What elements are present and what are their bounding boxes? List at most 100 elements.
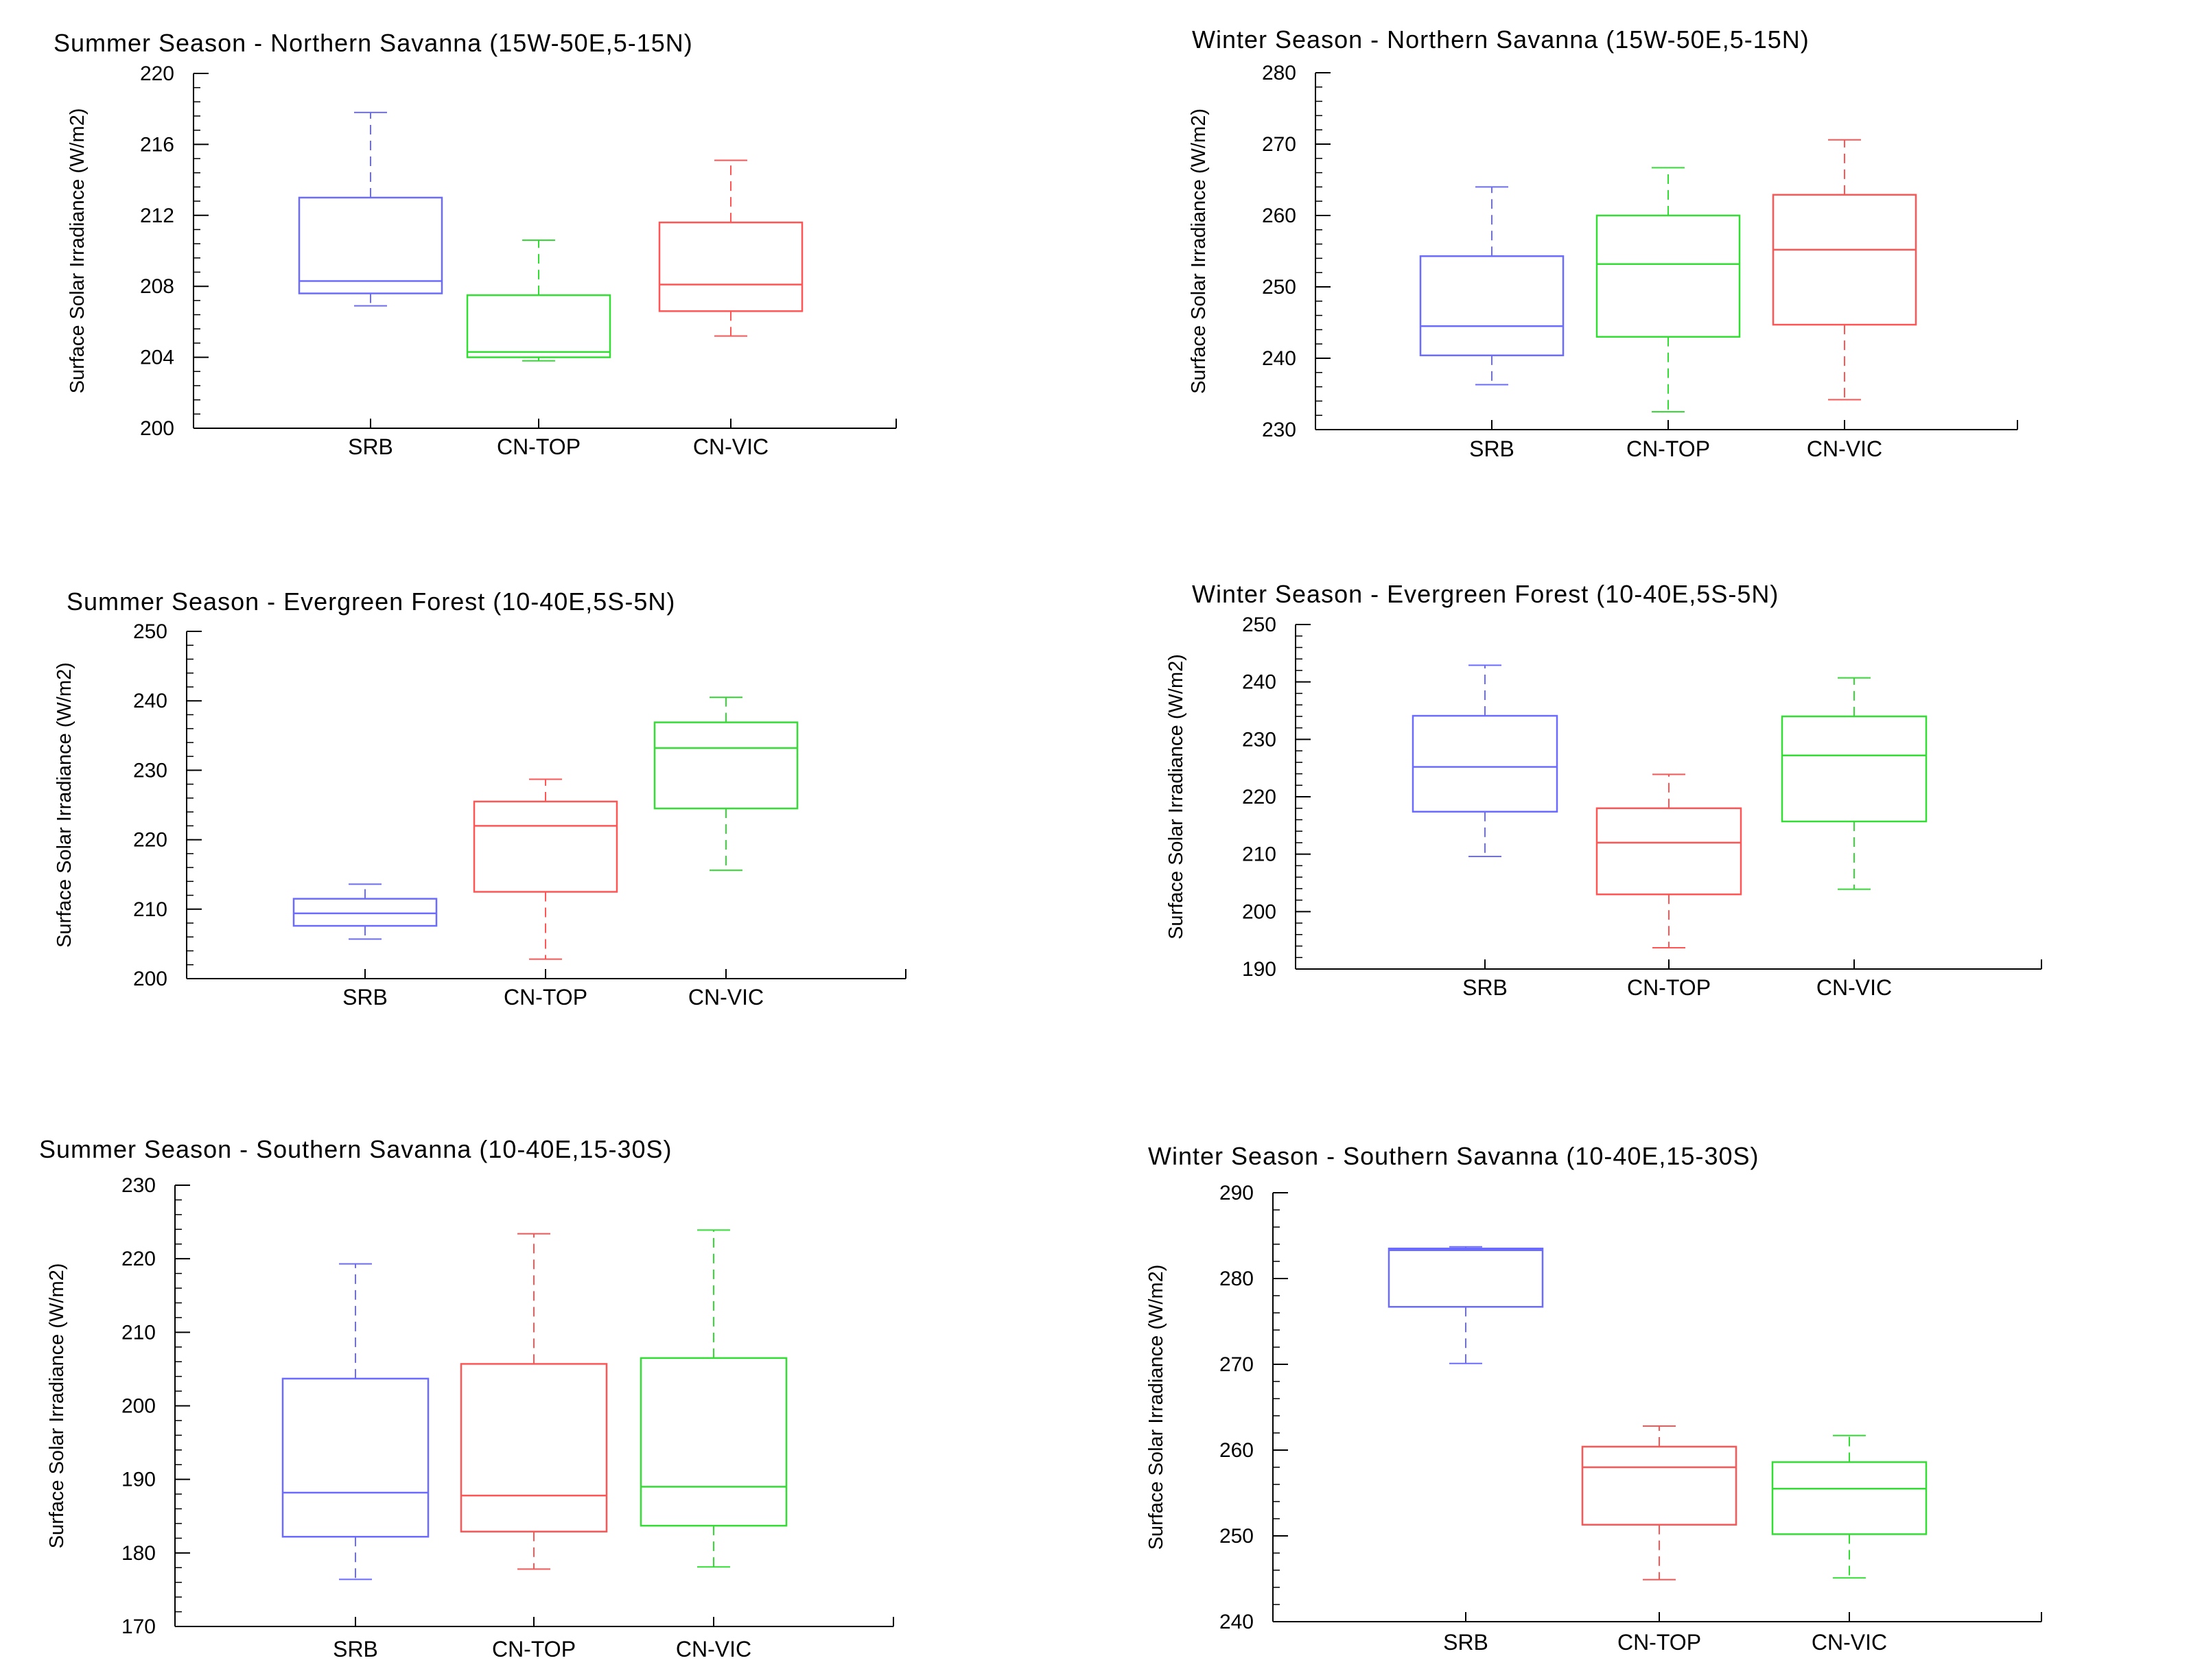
chart-title: Summer Season - Southern Savanna (10-40E…	[39, 1135, 672, 1163]
y-tick-label: 250	[1262, 276, 1296, 299]
box-iqr	[653, 721, 799, 810]
x-category-label: CN-VIC	[1812, 1630, 1887, 1655]
box-cn-top	[460, 1233, 608, 1570]
y-tick-label: 250	[1219, 1525, 1254, 1548]
box-iqr	[298, 196, 443, 294]
chart-panel-3: Summer Season - Evergreen Forest (10-40E…	[54, 587, 906, 1010]
x-category-label: CN-TOP	[497, 434, 581, 459]
box-cn-vic	[653, 697, 799, 872]
box-iqr	[1595, 214, 1741, 338]
box-iqr	[1581, 1445, 1737, 1526]
y-tick-label: 210	[1242, 843, 1276, 866]
box-iqr	[466, 294, 611, 358]
y-tick-label: 230	[133, 759, 167, 782]
box-srb	[292, 883, 438, 940]
x-category-label: CN-VIC	[1816, 975, 1892, 1000]
y-tick-label: 280	[1219, 1268, 1254, 1290]
box-cn-vic	[658, 159, 804, 337]
y-tick-label: 200	[1242, 900, 1276, 923]
y-tick-label: 230	[121, 1174, 156, 1197]
x-category-label: CN-TOP	[1627, 975, 1711, 1000]
y-tick-label: 280	[1262, 62, 1296, 84]
x-category-label: CN-TOP	[504, 985, 587, 1010]
box-cn-top	[1581, 1425, 1737, 1580]
box-cn-top	[1595, 773, 1742, 949]
y-tick-label: 170	[121, 1615, 156, 1638]
box-iqr	[1595, 807, 1742, 896]
y-tick-label: 180	[121, 1542, 156, 1565]
box-iqr	[1388, 1248, 1544, 1308]
x-category-label: CN-VIC	[688, 985, 764, 1010]
box-iqr	[640, 1357, 788, 1527]
x-category-label: SRB	[348, 434, 393, 459]
box-cn-vic	[1771, 1434, 1928, 1579]
x-category-label: SRB	[1469, 436, 1514, 461]
y-tick-label: 220	[121, 1248, 156, 1270]
box-cn-vic	[640, 1229, 788, 1568]
y-tick-label: 190	[1242, 958, 1276, 981]
chart-panel-1: Summer Season - Northern Savanna (15W-50…	[54, 29, 897, 459]
box-srb	[281, 1263, 430, 1580]
x-category-label: CN-VIC	[1807, 436, 1882, 461]
box-iqr	[1412, 714, 1558, 813]
y-tick-label: 260	[1219, 1439, 1254, 1462]
y-tick-label: 260	[1262, 205, 1296, 227]
box-cn-top	[466, 239, 611, 362]
y-tick-label: 270	[1262, 133, 1296, 156]
x-category-label: CN-TOP	[492, 1637, 576, 1661]
y-tick-label: 200	[133, 968, 167, 990]
y-axis-label: Surface Solar Irradiance (W/m2)	[54, 662, 75, 948]
chart-title: Winter Season - Northern Savanna (15W-50…	[1192, 25, 1810, 54]
y-tick-label: 220	[1242, 786, 1276, 808]
x-category-label: SRB	[1443, 1630, 1488, 1655]
y-tick-label: 220	[133, 829, 167, 852]
y-tick-label: 270	[1219, 1353, 1254, 1376]
chart-title: Winter Season - Southern Savanna (10-40E…	[1148, 1142, 1759, 1170]
box-iqr	[1419, 255, 1565, 357]
box-iqr	[1771, 1461, 1928, 1535]
y-tick-label: 200	[140, 417, 174, 440]
chart-title: Summer Season - Evergreen Forest (10-40E…	[67, 587, 675, 616]
x-category-label: CN-TOP	[1617, 1630, 1701, 1655]
y-tick-label: 204	[140, 347, 174, 369]
box-cn-vic	[1772, 139, 1917, 401]
y-axis-label: Surface Solar Irradiance (W/m2)	[1188, 108, 1210, 394]
y-tick-label: 210	[133, 898, 167, 921]
chart-title: Summer Season - Northern Savanna (15W-50…	[54, 29, 693, 57]
box-iqr	[292, 898, 438, 927]
y-tick-label: 240	[1262, 347, 1296, 370]
chart-panel-4: Winter Season - Evergreen Forest (10-40E…	[1165, 580, 2042, 1000]
box-cn-top	[1595, 167, 1741, 412]
y-tick-label: 290	[1219, 1182, 1254, 1204]
box-iqr	[281, 1377, 430, 1538]
x-category-label: CN-VIC	[676, 1637, 751, 1661]
y-tick-label: 240	[133, 690, 167, 712]
y-tick-label: 212	[140, 205, 174, 227]
y-tick-label: 190	[121, 1469, 156, 1491]
box-srb	[298, 111, 443, 307]
y-tick-label: 230	[1262, 419, 1296, 441]
y-tick-label: 200	[121, 1395, 156, 1418]
x-category-label: CN-TOP	[1626, 436, 1710, 461]
box-iqr	[658, 221, 804, 312]
chart-panel-5: Summer Season - Southern Savanna (10-40E…	[39, 1135, 894, 1661]
y-tick-label: 240	[1242, 671, 1276, 694]
x-category-label: SRB	[1462, 975, 1508, 1000]
y-tick-label: 210	[121, 1321, 156, 1344]
box-cn-top	[473, 778, 618, 960]
y-tick-label: 216	[140, 133, 174, 156]
box-iqr	[1772, 194, 1917, 326]
y-tick-label: 250	[1242, 614, 1276, 636]
box-cn-vic	[1781, 677, 1928, 890]
box-srb	[1412, 664, 1558, 858]
y-tick-label: 208	[140, 275, 174, 298]
x-category-label: SRB	[333, 1637, 378, 1661]
box-srb	[1388, 1246, 1544, 1364]
box-iqr	[1781, 715, 1928, 823]
chart-panel-2: Winter Season - Northern Savanna (15W-50…	[1188, 25, 2018, 461]
box-iqr	[460, 1363, 608, 1533]
y-axis-label: Surface Solar Irradiance (W/m2)	[1145, 1265, 1167, 1550]
y-tick-label: 240	[1219, 1611, 1254, 1633]
y-tick-label: 230	[1242, 728, 1276, 751]
